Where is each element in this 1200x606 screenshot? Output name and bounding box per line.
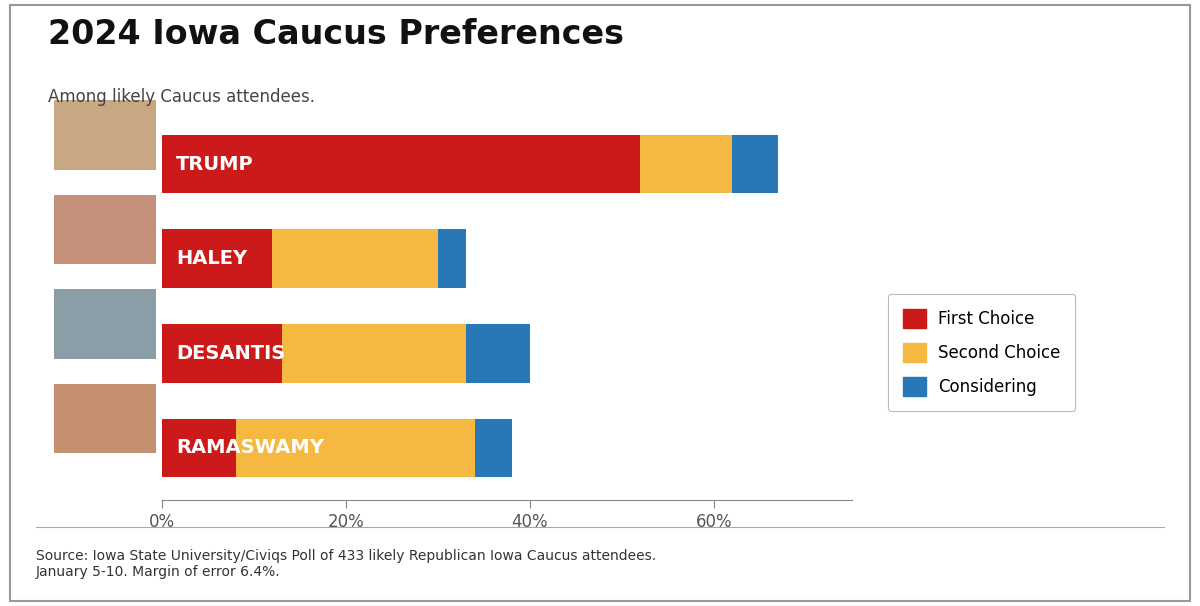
Bar <box>272 230 438 288</box>
Bar <box>162 324 282 382</box>
Bar <box>641 135 732 193</box>
Bar <box>162 419 235 478</box>
Bar <box>475 419 511 478</box>
Bar <box>732 135 779 193</box>
Bar <box>162 135 641 193</box>
Bar <box>438 230 466 288</box>
Bar <box>235 419 475 478</box>
Legend: First Choice, Second Choice, Considering: First Choice, Second Choice, Considering <box>888 294 1075 411</box>
Bar <box>282 324 466 382</box>
Text: RAMASWAMY: RAMASWAMY <box>176 438 324 458</box>
Text: Source: Iowa State University/Civiqs Poll of 433 likely Republican Iowa Caucus a: Source: Iowa State University/Civiqs Pol… <box>36 548 656 579</box>
Text: DESANTIS: DESANTIS <box>176 344 286 363</box>
Text: 2024 Iowa Caucus Preferences: 2024 Iowa Caucus Preferences <box>48 18 624 51</box>
Bar <box>466 324 530 382</box>
Bar <box>162 230 272 288</box>
Text: HALEY: HALEY <box>176 249 247 268</box>
Text: Among likely Caucus attendees.: Among likely Caucus attendees. <box>48 88 314 106</box>
Text: TRUMP: TRUMP <box>176 155 253 174</box>
